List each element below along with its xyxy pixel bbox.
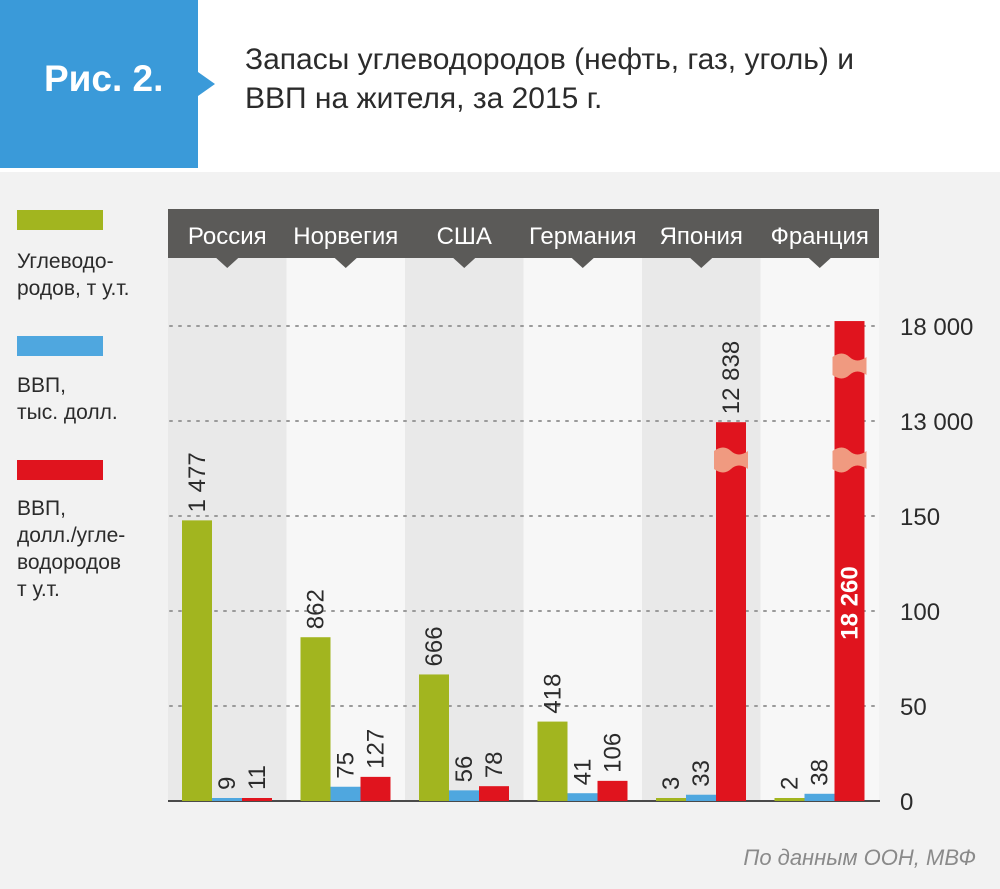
- axis-break-mark: [832, 447, 867, 473]
- y-tick-label: 0: [900, 789, 913, 816]
- bar: [537, 721, 568, 801]
- column-band: [523, 258, 642, 801]
- bar: [300, 637, 331, 801]
- category-label: Россия: [188, 223, 267, 250]
- bar: [774, 798, 805, 801]
- bar: [656, 798, 686, 801]
- data-label: 38: [807, 759, 834, 786]
- axis-break-mark: [832, 353, 867, 379]
- data-label: 666: [421, 626, 448, 666]
- data-label: 418: [540, 674, 567, 714]
- bar: [360, 776, 391, 801]
- category-label: Норвегия: [293, 223, 398, 250]
- bar: [242, 798, 272, 801]
- legend-swatch-hydrocarbons: [17, 210, 103, 230]
- data-label: 127: [363, 729, 390, 769]
- bar: [330, 786, 361, 801]
- source-note: По данным ООН, МВФ: [743, 845, 976, 870]
- bar: [804, 793, 835, 801]
- data-label: 2: [777, 777, 804, 790]
- bar: [182, 520, 212, 801]
- y-tick-label: 100: [900, 599, 940, 626]
- data-label: 75: [333, 752, 360, 779]
- data-label: 1 477: [184, 452, 211, 512]
- bar: [834, 321, 865, 801]
- legend-label-gdp-per-hydrocarbon: ВВП, долл./угле- водородов т у.т.: [17, 497, 126, 601]
- data-label: 18 260: [837, 566, 864, 639]
- data-label: 12 838: [718, 341, 745, 414]
- category-label: Франция: [771, 223, 869, 250]
- y-tick-label: 13 000: [900, 409, 973, 436]
- y-tick-label: 18 000: [900, 314, 973, 341]
- y-tick-label: 150: [900, 504, 940, 531]
- bar: [449, 790, 479, 801]
- data-label: 56: [451, 756, 478, 783]
- data-label: 106: [600, 733, 627, 773]
- data-label: 862: [303, 589, 330, 629]
- data-label: 9: [214, 777, 241, 790]
- legend-swatch-gdp: [17, 336, 103, 356]
- bar: [597, 780, 628, 801]
- category-label: Германия: [529, 223, 637, 250]
- bar: [686, 794, 716, 801]
- y-tick-label: 50: [900, 694, 927, 721]
- bar: [419, 674, 449, 801]
- legend-label-gdp: ВВП, тыс. долл.: [17, 374, 118, 424]
- figure-badge: Рис. 2.: [0, 0, 215, 168]
- category-label: США: [437, 223, 492, 250]
- data-label: 78: [481, 751, 508, 778]
- bar: [212, 798, 242, 801]
- bar: [479, 786, 509, 801]
- legend-swatch-gdp-per-hydrocarbon: [17, 460, 103, 480]
- legend-label-hydrocarbons: Углеводо- родов, т у.т.: [17, 250, 130, 300]
- data-label: 3: [658, 777, 685, 790]
- data-label: 11: [244, 765, 271, 790]
- category-header-band: [168, 209, 879, 268]
- chart-title: Запасы углеводородов (нефть, газ, уголь)…: [245, 43, 854, 115]
- axis-break-mark: [714, 447, 748, 473]
- bar: [567, 793, 598, 801]
- data-label: 33: [688, 760, 715, 787]
- figure-label: Рис. 2.: [44, 58, 164, 99]
- category-label: Япония: [660, 223, 743, 250]
- data-label: 41: [570, 759, 597, 786]
- bar: [716, 422, 746, 801]
